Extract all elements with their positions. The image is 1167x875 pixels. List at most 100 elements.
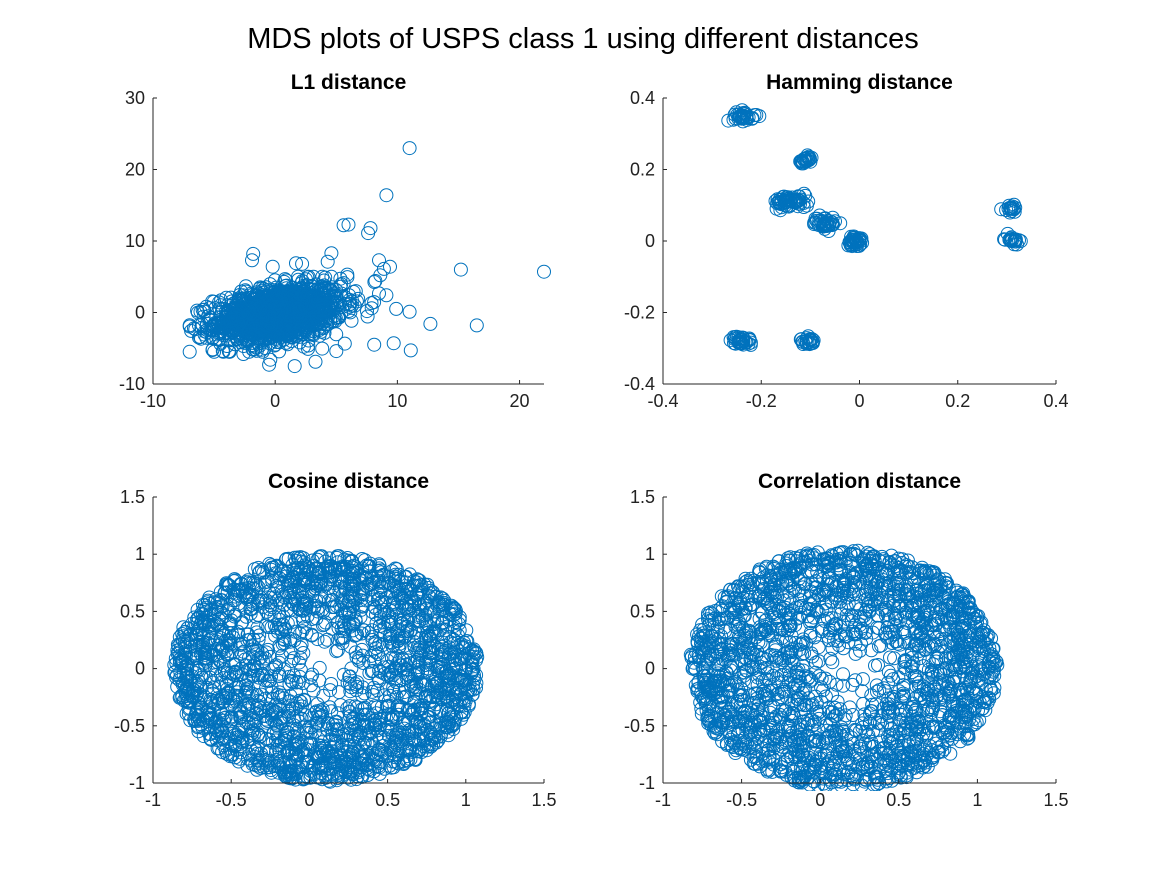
data-point bbox=[340, 551, 355, 565]
markers bbox=[683, 543, 1005, 791]
data-point bbox=[360, 304, 374, 319]
data-point bbox=[175, 627, 190, 641]
data-point bbox=[296, 551, 311, 566]
data-point bbox=[747, 108, 762, 123]
data-point bbox=[414, 631, 429, 646]
data-point bbox=[293, 640, 308, 655]
data-point bbox=[446, 709, 461, 723]
data-point bbox=[273, 738, 287, 753]
x-tick-label: -0.5 bbox=[216, 790, 247, 810]
data-point bbox=[384, 739, 398, 754]
data-point bbox=[245, 757, 260, 772]
data-point bbox=[262, 755, 277, 770]
axes-title: Correlation distance bbox=[758, 470, 961, 493]
data-point bbox=[466, 682, 481, 697]
data-point bbox=[276, 286, 291, 301]
data-point bbox=[469, 318, 484, 333]
data-point bbox=[209, 332, 224, 347]
data-point bbox=[1013, 234, 1028, 249]
data-point bbox=[191, 724, 206, 739]
data-point bbox=[319, 576, 334, 591]
data-point bbox=[353, 593, 368, 608]
data-point bbox=[227, 609, 242, 624]
data-point bbox=[294, 554, 309, 569]
data-point bbox=[346, 730, 361, 745]
data-point bbox=[289, 684, 303, 699]
data-point bbox=[398, 638, 412, 653]
data-point bbox=[246, 717, 261, 732]
data-point bbox=[239, 326, 254, 341]
data-point bbox=[328, 289, 343, 304]
data-point bbox=[357, 752, 372, 767]
data-point bbox=[325, 728, 340, 743]
y-tick-label: 0 bbox=[135, 303, 145, 323]
data-point bbox=[225, 747, 240, 762]
data-point bbox=[320, 715, 335, 730]
data-point bbox=[199, 680, 214, 695]
data-point bbox=[406, 603, 421, 618]
data-point bbox=[301, 333, 316, 348]
markers bbox=[721, 103, 1028, 352]
data-point bbox=[328, 562, 343, 577]
data-point bbox=[290, 301, 304, 316]
data-point bbox=[317, 634, 332, 649]
data-point bbox=[289, 747, 304, 761]
data-point bbox=[437, 593, 452, 608]
data-point bbox=[418, 639, 433, 654]
data-point bbox=[243, 753, 258, 768]
data-point bbox=[798, 151, 813, 166]
data-point bbox=[413, 716, 428, 731]
data-point bbox=[464, 665, 479, 680]
y-tick-label: -0.2 bbox=[624, 303, 655, 323]
x-tick-label: -10 bbox=[140, 391, 166, 411]
data-point bbox=[792, 189, 807, 204]
y-tick-label: 20 bbox=[125, 160, 145, 180]
data-point bbox=[330, 722, 345, 737]
data-point bbox=[739, 335, 754, 350]
data-point bbox=[174, 655, 189, 670]
data-point bbox=[315, 738, 329, 753]
data-point bbox=[287, 359, 302, 374]
data-point bbox=[277, 632, 292, 647]
data-point bbox=[370, 727, 385, 742]
data-point bbox=[409, 686, 424, 701]
data-point bbox=[340, 569, 355, 584]
data-point bbox=[336, 218, 351, 233]
axes-title: L1 distance bbox=[291, 71, 407, 94]
data-point bbox=[260, 283, 275, 298]
data-point bbox=[404, 674, 419, 689]
data-point bbox=[728, 330, 743, 345]
data-point bbox=[187, 321, 201, 336]
data-point bbox=[320, 743, 335, 758]
data-point bbox=[344, 313, 359, 328]
data-point bbox=[1008, 232, 1023, 247]
data-point bbox=[272, 685, 287, 700]
data-point bbox=[904, 642, 919, 657]
data-point bbox=[402, 304, 417, 319]
data-point bbox=[280, 745, 295, 760]
data-point bbox=[316, 604, 331, 619]
data-point bbox=[404, 590, 418, 605]
data-point bbox=[376, 261, 391, 276]
subplot-correlation-distance: Correlation distance-1 -0.5 0 0.5 1 1.5-1-0.5… bbox=[624, 470, 1069, 810]
y-tick-label: 0.4 bbox=[630, 88, 655, 108]
data-point bbox=[260, 714, 275, 728]
data-point bbox=[742, 331, 757, 346]
data-point bbox=[365, 751, 380, 765]
data-point bbox=[454, 637, 469, 652]
data-point bbox=[822, 218, 837, 233]
data-point bbox=[255, 290, 270, 305]
data-point bbox=[847, 237, 862, 252]
data-point bbox=[261, 642, 275, 657]
data-point bbox=[379, 188, 394, 203]
data-point bbox=[783, 719, 798, 734]
data-point bbox=[411, 662, 426, 677]
data-point bbox=[373, 624, 388, 639]
data-point bbox=[183, 713, 198, 728]
data-point bbox=[313, 729, 328, 744]
data-point bbox=[368, 699, 382, 714]
data-point bbox=[208, 592, 223, 607]
data-point bbox=[247, 315, 261, 330]
data-point bbox=[320, 254, 335, 269]
data-point bbox=[331, 561, 346, 575]
